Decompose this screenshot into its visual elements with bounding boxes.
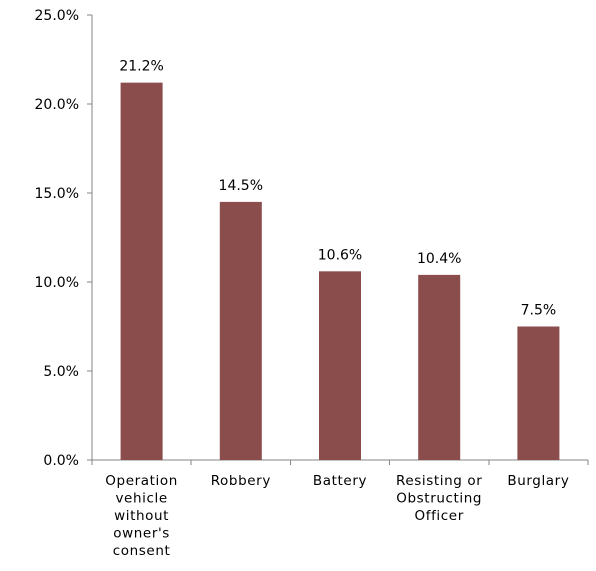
bar xyxy=(219,201,262,460)
data-label: 21.2% xyxy=(119,59,163,75)
category-label-line: Officer xyxy=(415,508,464,524)
category-label-line: Robbery xyxy=(211,473,271,489)
data-labels: 21.2% 14.5% 10.6% 10.4% 7.5% xyxy=(119,59,556,319)
bar xyxy=(120,82,163,460)
category-label-line: vehicle xyxy=(115,491,167,507)
category-label-line: without xyxy=(114,508,169,524)
data-label: 14.5% xyxy=(219,178,263,194)
category-labels: Operation vehicle without owner's consent Rob… xyxy=(105,473,569,559)
bar xyxy=(517,326,560,460)
y-tick-label: 5.0% xyxy=(43,364,79,380)
data-label: 10.6% xyxy=(318,247,362,263)
category-label: Operation vehicle without owner's consent xyxy=(105,473,178,559)
y-tick-label: 25.0% xyxy=(35,8,79,24)
y-tick-label: 10.0% xyxy=(35,275,79,291)
y-axis: 0.0% 5.0% 10.0% 15.0% 20.0% 25.0% xyxy=(35,8,93,469)
category-label-line: owner's xyxy=(113,526,170,542)
y-tick-label: 15.0% xyxy=(35,186,79,202)
category-label: Battery xyxy=(313,473,367,489)
category-label: Robbery xyxy=(211,473,271,489)
category-label-line: Resisting or xyxy=(396,473,482,489)
category-label: Burglary xyxy=(507,473,569,489)
category-label: Resisting or Obstructing Officer xyxy=(396,473,482,524)
y-tick-label: 20.0% xyxy=(35,97,79,113)
bar xyxy=(319,271,361,460)
bar xyxy=(418,274,461,460)
data-label: 10.4% xyxy=(417,251,461,267)
category-label-line: Obstructing xyxy=(396,491,482,507)
category-label-line: consent xyxy=(113,543,171,559)
bars xyxy=(120,82,560,460)
data-label: 7.5% xyxy=(521,303,557,319)
x-axis xyxy=(91,459,589,465)
y-tick-label: 0.0% xyxy=(43,453,79,469)
category-label-line: Battery xyxy=(313,473,367,489)
category-label-line: Burglary xyxy=(507,473,569,489)
category-label-line: Operation xyxy=(105,473,178,489)
